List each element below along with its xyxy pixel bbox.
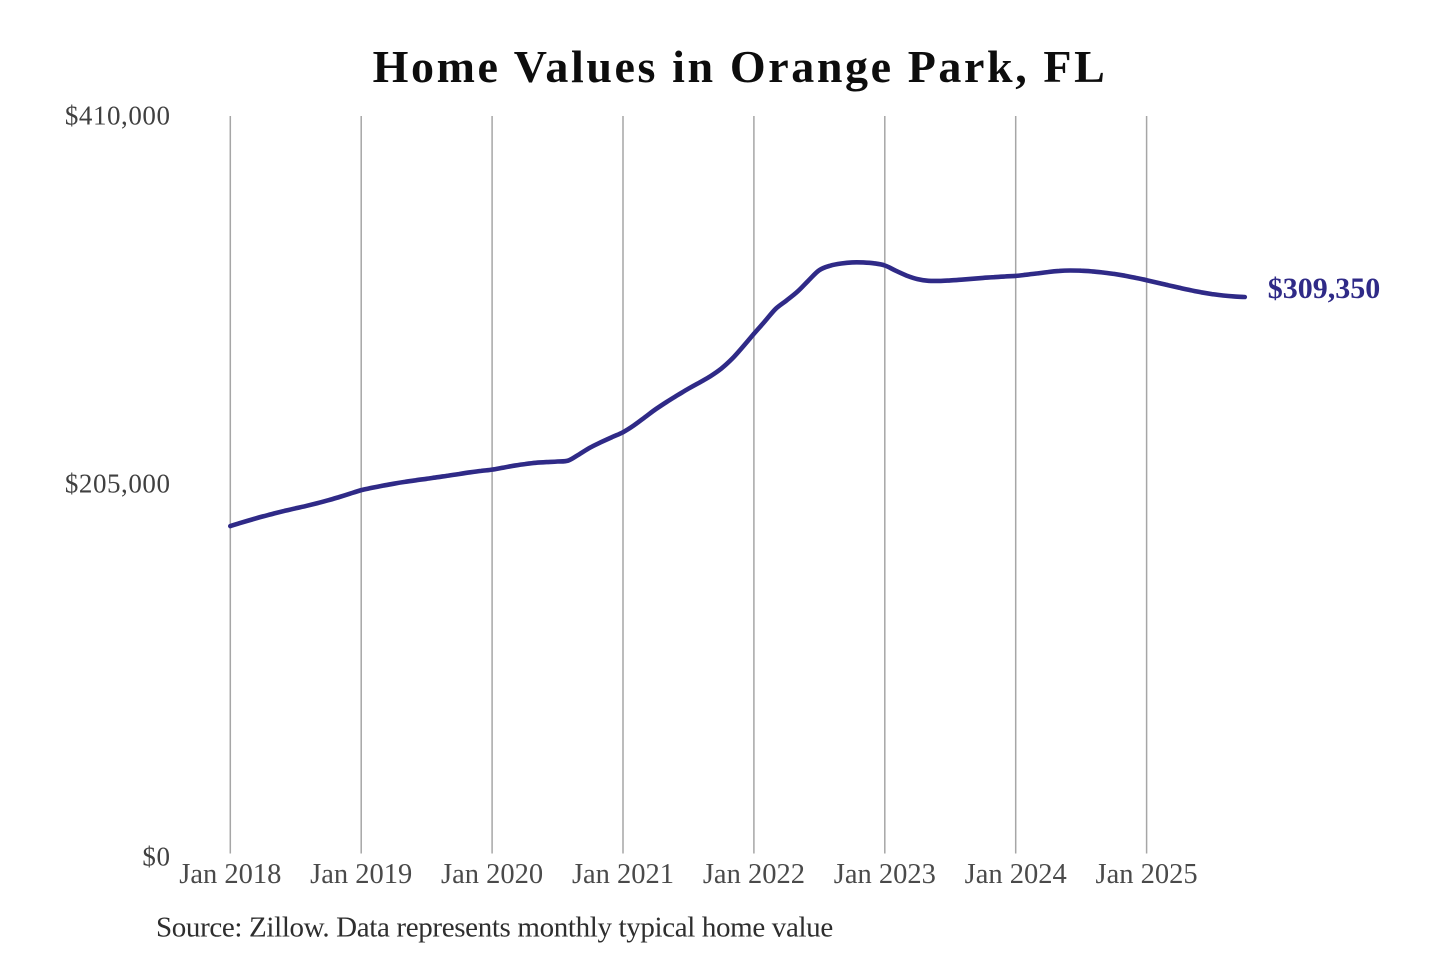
svg-text:Jan 2021: Jan 2021 xyxy=(572,859,674,890)
svg-text:Source: Zillow. Data represent: Source: Zillow. Data represents monthly … xyxy=(156,912,833,944)
svg-text:$205,000: $205,000 xyxy=(65,469,171,499)
svg-text:$309,350: $309,350 xyxy=(1268,272,1381,305)
svg-text:Jan 2024: Jan 2024 xyxy=(965,859,1067,890)
svg-text:$0: $0 xyxy=(142,842,170,872)
svg-text:Jan 2023: Jan 2023 xyxy=(834,859,936,890)
svg-text:$410,000: $410,000 xyxy=(65,101,171,131)
svg-text:Jan 2020: Jan 2020 xyxy=(441,859,543,890)
svg-text:Jan 2019: Jan 2019 xyxy=(310,859,412,890)
svg-text:Jan 2025: Jan 2025 xyxy=(1096,859,1198,890)
svg-text:Jan 2018: Jan 2018 xyxy=(179,859,281,890)
svg-text:Jan 2022: Jan 2022 xyxy=(703,859,805,890)
svg-text:Home Values in Orange Park, FL: Home Values in Orange Park, FL xyxy=(373,41,1108,92)
